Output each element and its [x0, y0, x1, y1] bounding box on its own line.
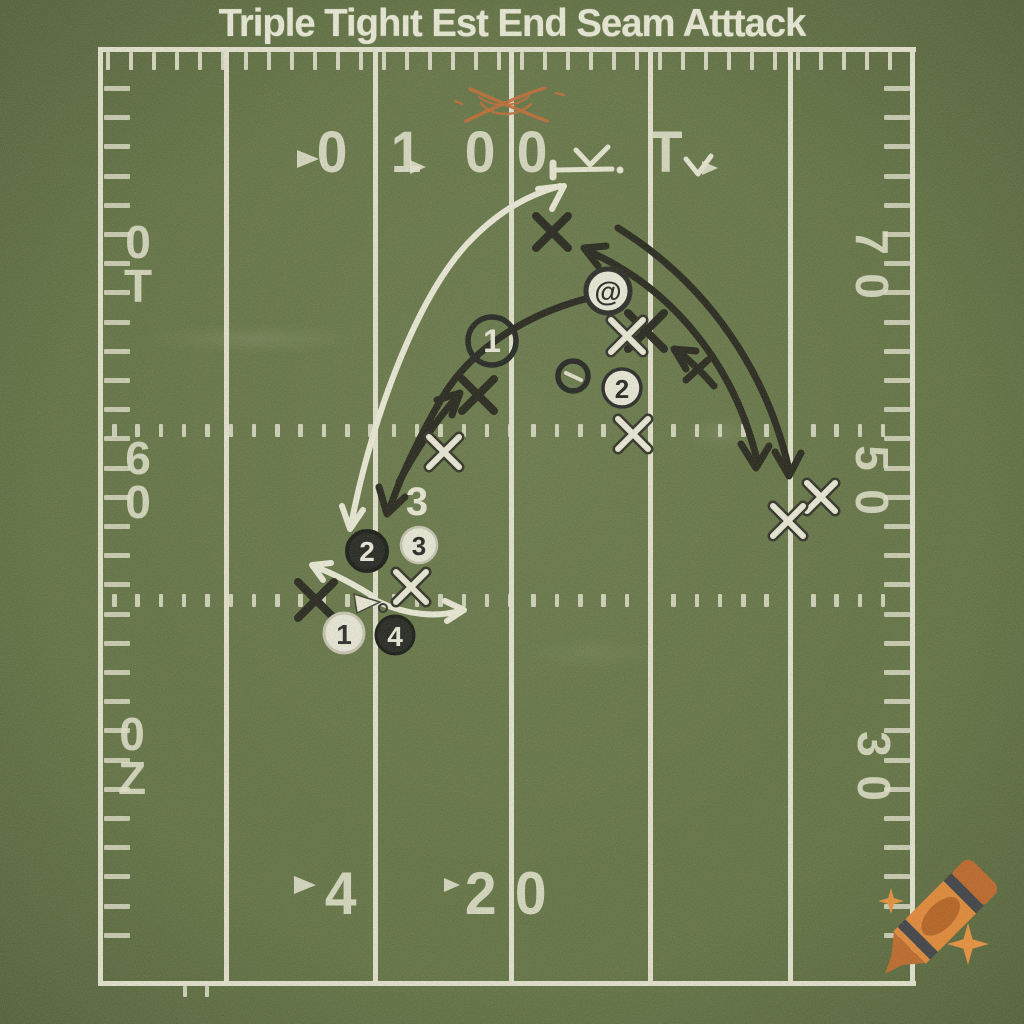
svg-text:4: 4	[387, 621, 403, 652]
svg-text:1: 1	[483, 323, 501, 359]
check-glyph	[683, 153, 714, 177]
defender-x-white	[767, 500, 809, 542]
player-marker-1-white: 1	[322, 611, 366, 655]
orange-scribble-x	[453, 86, 566, 123]
route-arrow-white-deep	[339, 183, 567, 532]
svg-text:@: @	[594, 276, 621, 307]
svg-text:2: 2	[615, 374, 629, 404]
defender-x-white	[390, 566, 432, 608]
route-label: 3	[406, 480, 428, 524]
player-marker-4-black: 4	[374, 614, 416, 656]
defender-x	[294, 578, 338, 622]
defender-x-white	[612, 413, 654, 455]
defender-x-white	[423, 431, 465, 473]
defender-x	[532, 212, 572, 252]
flag-glyph	[549, 144, 624, 181]
player-marker-1-ring: 1	[465, 314, 519, 368]
player-marker-2-black: 2	[345, 529, 389, 573]
defender-x	[458, 375, 498, 415]
svg-text:2: 2	[359, 536, 375, 567]
player-marker-ring	[555, 358, 591, 394]
crayon-icon	[869, 856, 1001, 988]
player-marker-at: @	[583, 266, 633, 316]
player-marker-2-white: 2	[601, 367, 643, 409]
svg-text:1: 1	[336, 619, 352, 650]
player-marker-3-white: 3	[399, 525, 439, 565]
defender-x-white	[801, 477, 841, 517]
sparkle-icon	[878, 888, 904, 914]
svg-text:3: 3	[412, 531, 426, 561]
crayon-logo	[852, 850, 1022, 1020]
